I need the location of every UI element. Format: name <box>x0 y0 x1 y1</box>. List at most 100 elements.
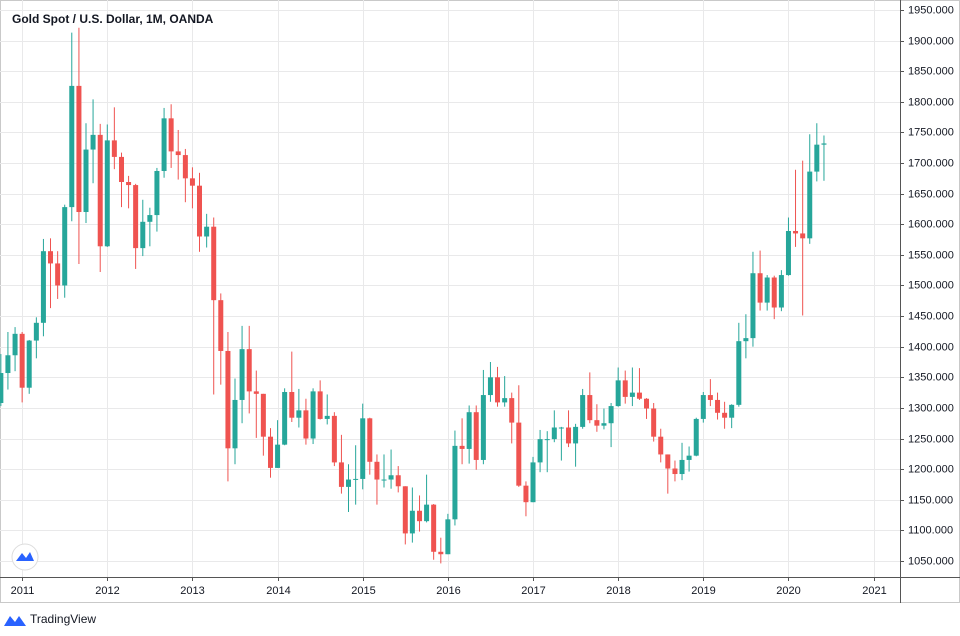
x-tick-label: 2020 <box>776 585 800 597</box>
x-tick-label: 2013 <box>180 585 204 597</box>
y-tick-label: 1300.000 <box>908 402 954 414</box>
x-tick-label: 2012 <box>95 585 119 597</box>
candle-body <box>253 391 259 394</box>
candle-body <box>417 510 423 522</box>
candle-body <box>232 399 238 449</box>
candle-body <box>693 418 699 456</box>
y-tick-label: 1700.000 <box>908 157 954 169</box>
candle-body <box>636 392 642 399</box>
y-tick-label: 1150.000 <box>908 494 953 506</box>
candle-body <box>487 377 493 396</box>
brand-text[interactable]: TradingView <box>30 612 96 626</box>
y-tick-label: 1900.000 <box>908 35 954 47</box>
candle-body <box>672 468 678 475</box>
candle-body <box>260 393 266 437</box>
candle-body <box>47 251 53 264</box>
candle-body <box>793 230 799 234</box>
candle-body <box>402 486 408 534</box>
candle-body <box>530 462 536 503</box>
candle-body <box>516 422 522 486</box>
candle-body <box>289 391 295 418</box>
candle-body <box>367 418 373 462</box>
candle-body <box>722 412 728 418</box>
candle-body <box>225 350 231 449</box>
candle-body <box>239 349 245 400</box>
candle-body <box>346 479 352 487</box>
candle-body <box>97 134 103 247</box>
candle-body <box>268 436 274 468</box>
x-tick-label: 2011 <box>11 585 35 597</box>
candle-body <box>750 273 756 339</box>
candle-body <box>211 226 217 301</box>
candle-body <box>452 445 458 520</box>
candle-body <box>502 398 508 403</box>
candle-body <box>0 373 4 404</box>
y-tick-label: 1250.000 <box>908 433 954 445</box>
candle-body <box>338 462 344 487</box>
candle-body <box>360 418 366 479</box>
candle-body <box>374 461 380 480</box>
candle-body <box>821 143 827 145</box>
candle-body <box>182 155 188 179</box>
candle-body <box>800 233 806 239</box>
candle-body <box>764 277 770 303</box>
candle-body <box>757 273 763 303</box>
candle-body <box>196 185 202 237</box>
candle-body <box>651 408 657 437</box>
x-tick-label: 2014 <box>266 585 290 597</box>
candle-body <box>303 410 309 439</box>
candle-body <box>140 221 146 249</box>
candle-body <box>5 355 11 374</box>
candle-body <box>644 398 650 409</box>
candle-body <box>119 156 125 183</box>
candle-body <box>622 380 628 397</box>
candle-body <box>69 85 75 208</box>
candle-body <box>785 230 791 276</box>
candle-body <box>566 427 572 444</box>
candle-body <box>509 398 515 423</box>
y-tick-label: 1650.000 <box>908 188 954 200</box>
candle-body <box>133 185 139 249</box>
candle-body <box>729 404 735 418</box>
candle-body <box>111 140 117 157</box>
candle-body <box>168 118 174 152</box>
x-tick-label: 2016 <box>436 585 460 597</box>
candle-body <box>608 406 614 424</box>
candle-body <box>161 118 167 171</box>
candle-body <box>707 395 713 400</box>
candle-body <box>189 178 195 186</box>
candle-body <box>324 415 330 419</box>
candle-body <box>246 349 252 392</box>
candle-body <box>90 134 96 150</box>
candle-body <box>601 423 607 426</box>
y-tick-label: 1750.000 <box>908 126 954 138</box>
candle-body <box>424 504 430 522</box>
y-tick-label: 1950.000 <box>908 4 954 16</box>
y-tick-label: 1350.000 <box>908 371 954 383</box>
candle-body <box>544 439 550 441</box>
candle-body <box>76 85 82 213</box>
candle-body <box>40 251 46 323</box>
candle-body <box>381 479 387 481</box>
candle-body <box>495 377 501 403</box>
candle-body <box>807 171 813 239</box>
candle-body <box>523 485 529 503</box>
candle-body <box>771 277 777 308</box>
candle-body <box>83 149 89 213</box>
candle-body <box>580 395 586 427</box>
candle-body <box>19 333 25 388</box>
candle-body <box>317 391 323 419</box>
chart-title: Gold Spot / U.S. Dollar, 1M, OANDA <box>12 12 214 26</box>
x-tick-label: 2019 <box>691 585 715 597</box>
candle-body <box>814 144 820 172</box>
candle-body <box>104 140 110 247</box>
y-tick-label: 1450.000 <box>908 310 954 322</box>
x-tick-label: 2015 <box>351 585 375 597</box>
candle-body <box>686 455 692 460</box>
candle-body <box>459 445 465 449</box>
x-tick-label: 2021 <box>862 585 886 597</box>
brand-logo[interactable]: TradingView <box>4 612 96 626</box>
candle-body <box>629 392 635 397</box>
candle-body <box>26 340 32 388</box>
plot <box>0 27 827 564</box>
